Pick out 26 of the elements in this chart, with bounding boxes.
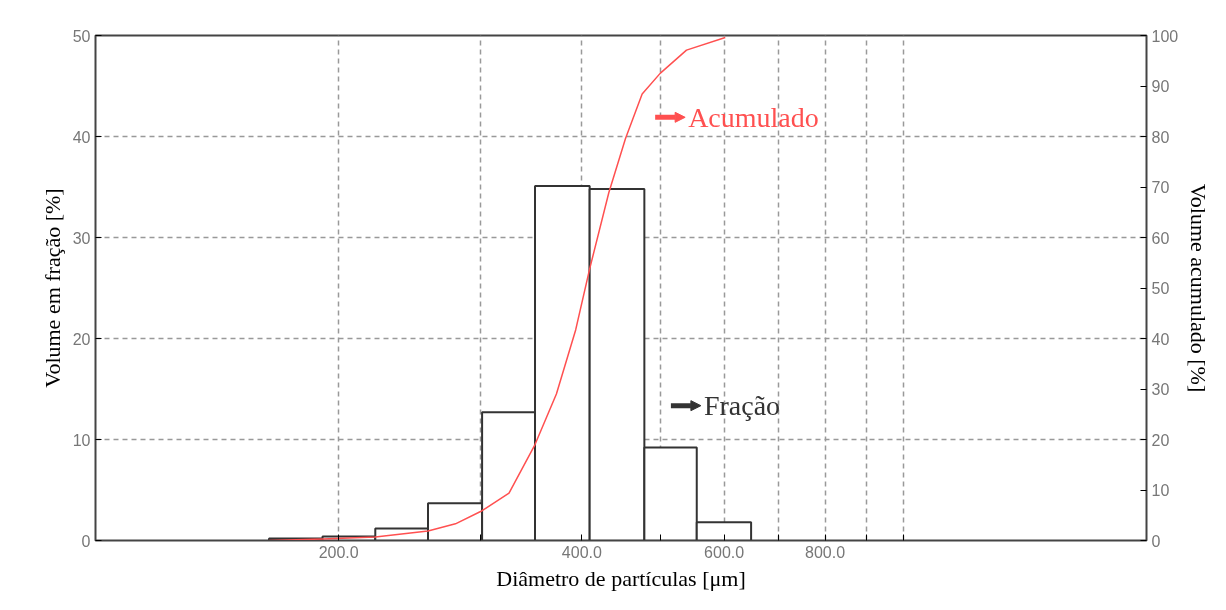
legend-label: Fração — [703, 390, 781, 422]
x-tick-label: 400.0 — [561, 543, 602, 561]
y2-tick-label: 20 — [1151, 431, 1170, 449]
y2-tick-label: 100 — [1151, 27, 1179, 45]
y-tick-label: 40 — [72, 128, 91, 146]
y2-tick-label: 30 — [1151, 381, 1170, 398]
x-tick-label: 800.0 — [805, 543, 846, 561]
y-tick-label: 20 — [72, 330, 91, 348]
y2-axis-title: Volume acumulado [%] — [1186, 183, 1212, 393]
y2-tick-label: 60 — [1151, 229, 1170, 247]
legend-label: Acumulado — [688, 101, 819, 133]
y-axis-title: Volume em fração [%] — [39, 188, 65, 388]
y2-tick-label: 70 — [1151, 179, 1170, 196]
y2-tick-label: 90 — [1151, 78, 1170, 95]
y2-tick-label: 10 — [1151, 482, 1170, 499]
x-axis-title: Diâmetro de partículas [μm] — [496, 565, 746, 591]
y-tick-label: 0 — [81, 532, 91, 550]
y2-tick-label: 40 — [1151, 330, 1170, 348]
y-tick-label: 50 — [72, 27, 91, 45]
y2-tick-label: 80 — [1151, 128, 1170, 146]
y-tick-label: 30 — [72, 229, 91, 247]
x-tick-label: 600.0 — [704, 543, 745, 561]
x-tick-label: 200.0 — [318, 543, 359, 561]
y2-tick-label: 0 — [1151, 532, 1161, 550]
y-tick-label: 10 — [72, 431, 91, 449]
y2-tick-label: 50 — [1151, 280, 1170, 297]
